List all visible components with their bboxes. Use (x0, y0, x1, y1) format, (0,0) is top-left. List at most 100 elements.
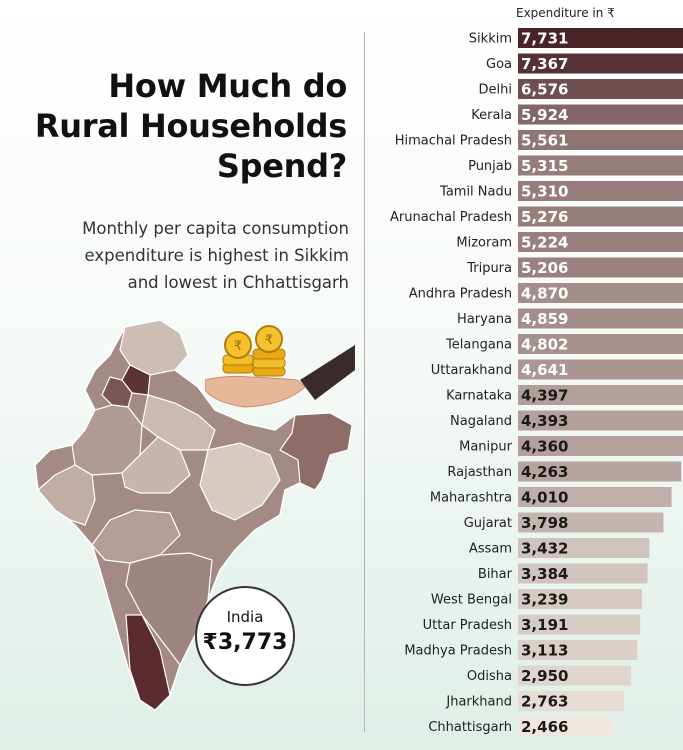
map-region-himachal (121, 364, 151, 396)
bar (518, 334, 683, 354)
palm-icon (205, 375, 306, 408)
svg-text:₹: ₹ (265, 333, 273, 348)
bar (518, 359, 683, 380)
bar (518, 487, 672, 507)
state-label: Uttarakhand (431, 363, 512, 378)
bar-value-label: 4,010 (521, 489, 568, 507)
state-label: Haryana (457, 312, 512, 327)
page-title: How Much do Rural Households Spend? (34, 67, 347, 185)
state-label: Chhattisgarh (428, 720, 512, 735)
bar (518, 436, 683, 456)
bar (518, 308, 683, 329)
bar (518, 589, 643, 609)
bar-value-label: 3,432 (521, 540, 568, 558)
map-region-northeast (279, 412, 353, 491)
bar-value-label: 7,367 (521, 55, 568, 73)
bar (518, 410, 683, 431)
unit-label: Expenditure in ₹ (516, 6, 615, 20)
bar-value-label: 4,263 (521, 463, 568, 481)
bar-value-label: 5,224 (521, 234, 568, 252)
state-label: Uttar Pradesh (423, 618, 512, 633)
bar-value-label: 5,924 (521, 106, 568, 124)
state-label: Nagaland (450, 414, 512, 429)
state-label: Maharashtra (430, 491, 512, 506)
bar-value-label: 2,763 (521, 693, 568, 711)
svg-text:₹: ₹ (234, 339, 242, 354)
bar-value-label: 5,206 (521, 259, 568, 277)
map-region-mp (121, 436, 191, 494)
state-label: Telangana (445, 338, 512, 353)
state-label: Arunachal Pradesh (390, 210, 512, 225)
state-label: Tripura (466, 261, 512, 276)
state-label: Mizoram (456, 236, 512, 251)
coins-hand-icon: ₹ ₹ (205, 325, 355, 408)
bar (518, 640, 638, 660)
expenditure-bar-chart: Sikkim 7,731 Goa 7,367 Delhi 6,576 Kerala 5,924… (390, 28, 683, 737)
subtitle: Monthly per capita consumption expenditu… (82, 219, 349, 292)
india-label: India (226, 608, 264, 626)
bar-value-label: 5,310 (521, 183, 568, 201)
state-label: Tamil Nadu (439, 185, 512, 200)
map-region-kerala (125, 614, 171, 711)
bar-value-label: 3,798 (521, 514, 568, 532)
bar (518, 283, 683, 303)
bar (518, 53, 683, 74)
bar (518, 28, 683, 48)
map-region-east (199, 442, 281, 521)
bar-value-label: 4,859 (521, 310, 568, 328)
bar (518, 563, 648, 584)
state-label: Himachal Pradesh (395, 134, 512, 149)
state-label: Karnataka (446, 389, 512, 404)
bar-value-label: 4,641 (521, 361, 568, 379)
bar (518, 181, 683, 201)
state-label: Rajasthan (447, 465, 512, 480)
sleeve-icon (300, 345, 355, 400)
state-label: Bihar (478, 567, 513, 582)
bar-value-label: 2,950 (521, 667, 568, 685)
bar (518, 257, 683, 278)
bar (518, 104, 683, 125)
state-label: Gujarat (464, 516, 512, 531)
bar (518, 538, 650, 558)
state-label: Andhra Pradesh (409, 287, 512, 302)
bar (518, 155, 683, 176)
india-value: ₹3,773 (202, 630, 288, 655)
state-label: Assam (469, 542, 512, 557)
state-label: Odisha (467, 669, 512, 684)
bar (518, 691, 624, 711)
bar (518, 614, 641, 635)
bar-value-label: 4,397 (521, 387, 568, 405)
coin-stack-right-icon: ₹ (252, 325, 286, 377)
bar-value-label: 4,802 (521, 336, 568, 354)
bar (518, 385, 683, 405)
bar-value-label: 4,870 (521, 285, 568, 303)
bar (518, 716, 613, 737)
bar-value-label: 7,731 (521, 30, 568, 48)
bar (518, 206, 683, 227)
state-label: Madhya Pradesh (404, 644, 512, 659)
bar-value-label: 5,561 (521, 132, 568, 150)
map-region-gujarat (37, 464, 96, 526)
state-label: Jharkhand (445, 695, 512, 710)
bar (518, 461, 682, 482)
bar-value-label: 6,576 (521, 81, 568, 99)
bar (518, 79, 683, 99)
bar-value-label: 4,393 (521, 412, 568, 430)
state-label: Sikkim (469, 32, 512, 47)
bar-value-label: 5,276 (521, 208, 568, 226)
map-region-north (119, 319, 189, 376)
india-average-badge: India ₹3,773 (195, 586, 295, 686)
state-label: Manipur (459, 440, 513, 455)
bar-value-label: 3,191 (521, 616, 568, 634)
bar-value-label: 2,466 (521, 718, 568, 736)
bar (518, 130, 683, 150)
bar-value-label: 4,360 (521, 438, 568, 456)
bar (518, 665, 631, 686)
bar (518, 512, 664, 533)
map-region-maharashtra (91, 509, 181, 564)
bar-value-label: 3,384 (521, 565, 568, 583)
coin-stack-left-icon: ₹ (222, 331, 254, 374)
state-label: Kerala (471, 108, 512, 123)
bar-value-label: 3,113 (521, 642, 568, 660)
bar-value-label: 5,315 (521, 157, 568, 175)
